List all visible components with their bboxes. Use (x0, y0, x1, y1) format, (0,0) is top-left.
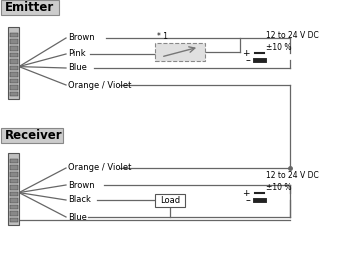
Bar (9, 198, 18, 203)
Text: –: – (245, 195, 250, 205)
Text: –: – (245, 55, 250, 65)
Text: Pink: Pink (68, 50, 86, 59)
Text: 12 to 24 V DC
±10 %: 12 to 24 V DC ±10 % (266, 31, 319, 52)
Bar (9, 46, 18, 51)
Text: Load: Load (160, 196, 180, 205)
Text: Receiver: Receiver (5, 129, 63, 142)
Bar (9, 72, 18, 77)
Bar (9, 205, 18, 209)
Bar (9, 159, 18, 163)
Text: Brown: Brown (68, 34, 95, 43)
Text: Blue: Blue (68, 64, 87, 73)
Bar (155, 43, 205, 61)
Text: Orange / Violet: Orange / Violet (68, 81, 131, 89)
Text: +: + (243, 48, 250, 57)
Bar (9, 92, 18, 96)
Text: Emitter: Emitter (5, 1, 54, 14)
Bar (8, 27, 19, 99)
FancyBboxPatch shape (1, 128, 63, 143)
Bar (9, 79, 18, 83)
Bar (9, 85, 18, 90)
Bar (9, 172, 18, 177)
Bar (9, 66, 18, 70)
Bar (9, 185, 18, 190)
Text: Brown: Brown (68, 180, 95, 189)
FancyBboxPatch shape (1, 0, 59, 15)
Bar (9, 166, 18, 170)
Bar (9, 192, 18, 196)
Text: 12 to 24 V DC
±10 %: 12 to 24 V DC ±10 % (266, 171, 319, 192)
Bar (8, 153, 19, 225)
Text: Black: Black (68, 196, 91, 205)
Text: * 1: * 1 (157, 32, 168, 41)
Bar (9, 53, 18, 57)
Bar (155, 194, 185, 207)
Bar (9, 178, 18, 183)
Bar (9, 59, 18, 64)
Bar (9, 218, 18, 222)
Text: Blue: Blue (68, 213, 87, 221)
Text: +: + (243, 188, 250, 197)
Bar (9, 211, 18, 216)
Bar (9, 33, 18, 37)
Bar (9, 39, 18, 44)
Text: Orange / Violet: Orange / Violet (68, 164, 131, 172)
